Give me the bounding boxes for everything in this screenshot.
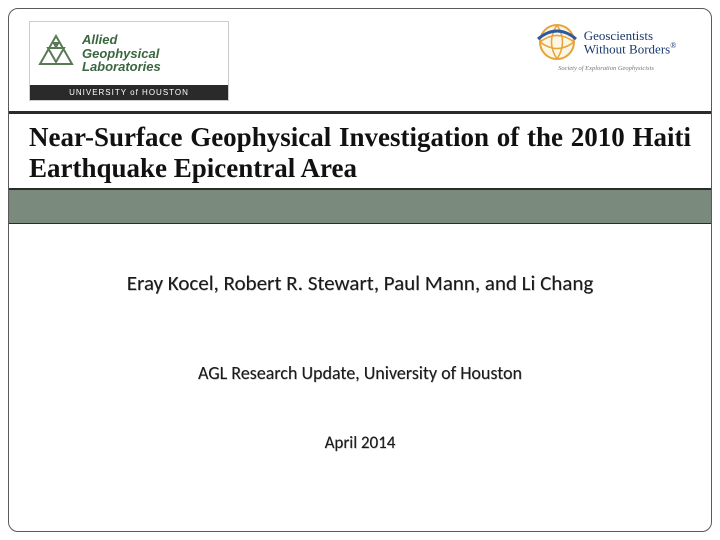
gwb-globe-icon bbox=[536, 21, 578, 63]
gwb-word1: Geoscientists bbox=[584, 29, 677, 42]
authors-line: Eray Kocel, Robert R. Stewart, Paul Mann… bbox=[9, 270, 711, 296]
affiliation-line: AGL Research Update, University of Houst… bbox=[9, 362, 711, 384]
agl-text: Allied Geophysical Laboratories bbox=[82, 33, 161, 74]
agl-university-bar: UNIVERSITY of HOUSTON bbox=[30, 85, 228, 100]
body-region: Eray Kocel, Robert R. Stewart, Paul Mann… bbox=[9, 224, 711, 453]
header-logos: Allied Geophysical Laboratories UNIVERSI… bbox=[9, 9, 711, 109]
slide-frame: Allied Geophysical Laboratories UNIVERSI… bbox=[8, 8, 712, 532]
logo-agl-top: Allied Geophysical Laboratories bbox=[30, 22, 228, 85]
agl-line1: Allied bbox=[82, 33, 161, 47]
logo-allied-geophysical: Allied Geophysical Laboratories UNIVERSI… bbox=[29, 21, 229, 101]
agl-line3: Laboratories bbox=[82, 60, 161, 74]
accent-band bbox=[9, 188, 711, 224]
gwb-subtitle: Society of Exploration Geophysicists bbox=[558, 65, 654, 72]
gwb-word3: Borders bbox=[629, 41, 670, 56]
title-band: Near-Surface Geophysical Investigation o… bbox=[9, 111, 711, 224]
gwb-row: Geoscientists Without Borders® bbox=[536, 21, 677, 63]
gwb-word2: Without bbox=[584, 41, 626, 56]
date-line: April 2014 bbox=[9, 432, 711, 453]
slide-title: Near-Surface Geophysical Investigation o… bbox=[9, 114, 711, 188]
logo-geoscientists-without-borders: Geoscientists Without Borders® Society o… bbox=[521, 21, 691, 72]
agl-line2: Geophysical bbox=[82, 47, 161, 61]
agl-triangle-icon bbox=[36, 34, 76, 74]
gwb-text: Geoscientists Without Borders® bbox=[584, 29, 677, 55]
